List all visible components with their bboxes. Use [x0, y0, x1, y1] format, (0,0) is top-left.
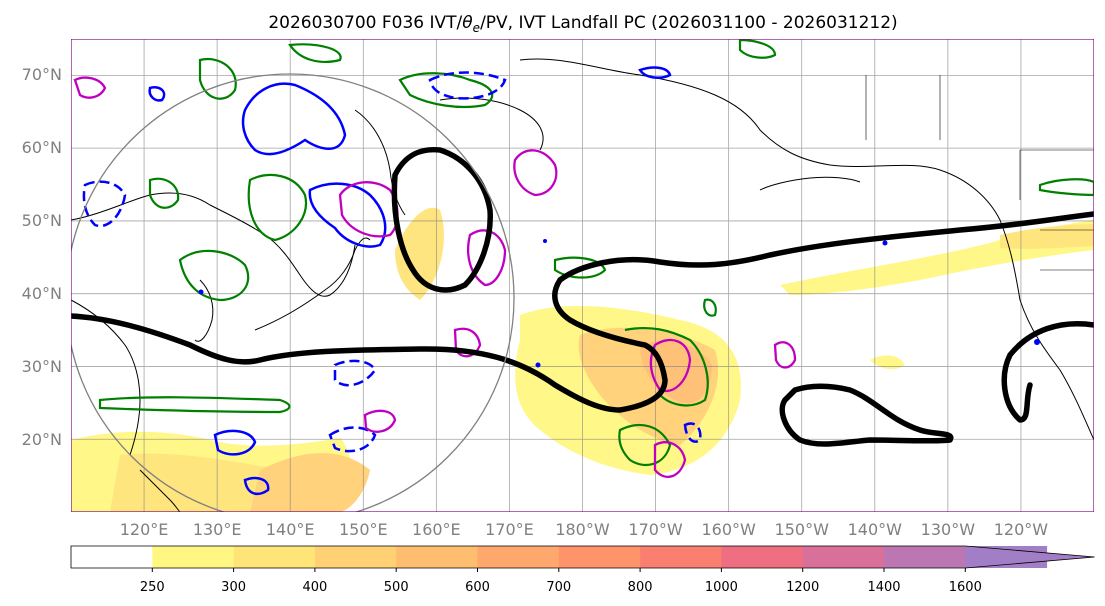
map-area	[71, 39, 1094, 512]
magenta-contour-central-1	[649, 338, 692, 393]
colorbar-segment	[152, 546, 235, 568]
colorbar-segment	[640, 546, 722, 568]
magenta-contour-bering	[513, 149, 558, 197]
lat-label: 50°N	[22, 211, 62, 230]
lon-label: 120°E	[120, 520, 169, 539]
colorbar: 250 300 400 500 600 700 800 1000 1200 1400 1600	[70, 545, 1095, 595]
green-contour-sea-of-japan	[247, 173, 308, 242]
pv-marker-dots	[198, 239, 1040, 368]
blue-dashed-contours	[82, 71, 702, 453]
pv-dot	[882, 240, 888, 246]
colorbar-outline	[70, 545, 1095, 569]
pv-dot	[543, 239, 547, 243]
lat-label: 20°N	[22, 430, 62, 449]
theta-e-contour-main	[71, 211, 1094, 413]
colorbar-label: 600	[465, 580, 490, 595]
colorbar-label: 250	[140, 580, 165, 595]
blue-contour-arctic	[638, 66, 672, 79]
magenta-contour-east	[773, 341, 797, 369]
colorbar-segment	[396, 546, 478, 568]
magenta-contour-central-2	[653, 441, 687, 478]
ivt-fill-kuril	[395, 207, 444, 300]
colorbar-label: 1600	[949, 580, 982, 595]
lon-label: 180°W	[555, 520, 610, 539]
lat-label: 60°N	[22, 138, 62, 157]
colorbar-segment	[884, 546, 966, 568]
blue-contours	[148, 66, 672, 496]
colorbar-segment	[558, 546, 641, 568]
lon-label: 120°W	[994, 520, 1049, 539]
green-contour-central-1	[624, 326, 709, 407]
coast-korea	[194, 279, 214, 342]
coast-japan	[254, 237, 371, 331]
blue-dashed-contour-2	[333, 359, 377, 387]
blue-contour-small	[148, 86, 166, 102]
colorbar-segment	[802, 546, 885, 568]
colorbar-label: 1200	[786, 580, 819, 595]
theta-e-contour-closed-low	[391, 146, 493, 293]
colorbar-label: 500	[384, 580, 409, 595]
blue-contour-south-1	[213, 429, 257, 456]
green-contour-china-sea	[98, 396, 291, 414]
lon-label: 140°E	[266, 520, 315, 539]
blue-dashed-contour-4	[428, 71, 507, 100]
colorbar-segment	[477, 546, 560, 568]
green-contour-korea	[178, 249, 250, 302]
political-borders	[865, 75, 1094, 271]
blue-dashed-contour-5	[683, 422, 702, 443]
ivt-fill-small-patch	[870, 355, 905, 370]
blue-contour-south-2	[243, 476, 270, 496]
colorbar-segment	[314, 546, 397, 568]
pv-dot	[1034, 339, 1040, 345]
green-contour-central-2	[618, 423, 672, 467]
lon-label: 150°E	[339, 520, 388, 539]
lon-label: 130°W	[921, 520, 976, 539]
coast-aleutians	[759, 176, 861, 191]
pv-dot	[198, 289, 204, 295]
colorbar-segment	[71, 546, 153, 568]
longitude-labels: 120°E 130°E 140°E 150°E 160°E 170°E 180°W 170°W…	[120, 520, 1049, 539]
theta-e-contour-subtropical	[779, 383, 954, 447]
green-contour-arctic	[738, 39, 777, 59]
colorbar-label: 700	[546, 580, 571, 595]
colorbar-label: 1400	[867, 580, 900, 595]
colorbar-segment	[721, 546, 804, 568]
green-contour-small	[703, 298, 717, 317]
lon-label: 170°E	[485, 520, 534, 539]
colorbar-extend-arrow	[965, 546, 1095, 568]
lat-label: 70°N	[22, 65, 62, 84]
colorbar-segment	[233, 546, 316, 568]
green-contour-canada	[1038, 178, 1094, 197]
theta-e-contour-california	[1001, 321, 1094, 423]
latitude-labels: 70°N 60°N 50°N 40°N 30°N 20°N	[22, 65, 62, 449]
green-contour-manchuria	[148, 177, 180, 209]
magenta-contour-siberia	[73, 76, 107, 99]
lon-label: 150°W	[775, 520, 830, 539]
ivt-fill-philippine-sea	[250, 453, 370, 512]
magenta-contour-south	[363, 409, 397, 433]
colorbar-label: 800	[628, 580, 653, 595]
lon-label: 170°W	[628, 520, 683, 539]
lon-label: 140°W	[848, 520, 903, 539]
blue-contour-okhotsk	[241, 82, 347, 156]
landfall-radius-circle	[71, 73, 515, 512]
lat-label: 40°N	[22, 284, 62, 303]
theta-e-contours	[71, 146, 1094, 447]
colorbar-label: 400	[302, 580, 327, 595]
lon-label: 160°W	[701, 520, 756, 539]
colorbar-label: 1000	[705, 580, 738, 595]
coast-kamchatka	[354, 109, 406, 216]
pv-dot	[535, 362, 541, 368]
blue-dashed-contour-3	[328, 426, 377, 453]
coast-philippines	[139, 469, 181, 512]
green-contour-north	[288, 43, 342, 63]
lat-label: 30°N	[22, 357, 62, 376]
map-title: 2026030700 F036 IVT/θe/PV, IVT Landfall …	[268, 13, 897, 35]
colorbar-label: 300	[221, 580, 246, 595]
magenta-contour-mid	[453, 327, 482, 358]
lon-label: 130°E	[193, 520, 242, 539]
lon-label: 160°E	[412, 520, 461, 539]
